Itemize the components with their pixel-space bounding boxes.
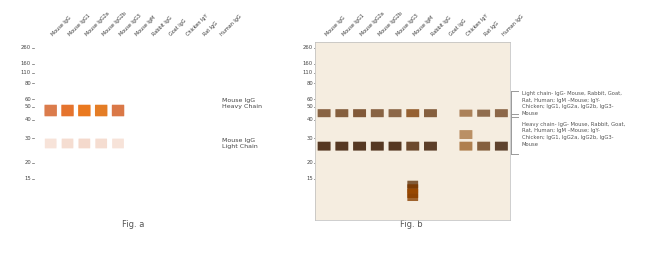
FancyBboxPatch shape: [353, 109, 366, 117]
Text: 50: 50: [24, 104, 31, 110]
FancyBboxPatch shape: [389, 109, 402, 117]
Text: 15: 15: [24, 176, 31, 181]
Text: Rat IgG: Rat IgG: [484, 20, 500, 37]
FancyBboxPatch shape: [62, 139, 73, 148]
Text: 50: 50: [306, 104, 313, 110]
Text: 80: 80: [306, 81, 313, 86]
FancyBboxPatch shape: [460, 110, 473, 117]
FancyBboxPatch shape: [408, 194, 418, 201]
Text: 20: 20: [24, 160, 31, 165]
FancyBboxPatch shape: [408, 184, 418, 194]
Text: 30: 30: [25, 135, 31, 140]
Text: Human IgG: Human IgG: [219, 13, 242, 37]
FancyBboxPatch shape: [318, 109, 331, 117]
Text: Goat IgG: Goat IgG: [168, 18, 187, 37]
FancyBboxPatch shape: [408, 189, 418, 198]
FancyBboxPatch shape: [424, 109, 437, 117]
FancyBboxPatch shape: [318, 142, 331, 151]
FancyBboxPatch shape: [79, 139, 90, 148]
Text: Rat IgG: Rat IgG: [202, 20, 218, 37]
Text: Chicken IgY: Chicken IgY: [466, 13, 489, 37]
FancyBboxPatch shape: [112, 105, 124, 116]
FancyBboxPatch shape: [78, 105, 90, 116]
Text: Fig. b: Fig. b: [400, 220, 422, 229]
Text: 80: 80: [24, 81, 31, 86]
Text: Mouse IgG
Light Chain: Mouse IgG Light Chain: [222, 138, 257, 149]
Text: 40: 40: [306, 117, 313, 122]
FancyBboxPatch shape: [477, 142, 490, 151]
Text: 110: 110: [303, 70, 313, 75]
Text: 40: 40: [24, 117, 31, 122]
FancyBboxPatch shape: [406, 109, 419, 117]
Text: 15: 15: [306, 176, 313, 181]
FancyBboxPatch shape: [495, 142, 508, 151]
FancyBboxPatch shape: [45, 139, 57, 148]
Text: 260: 260: [303, 45, 313, 50]
FancyBboxPatch shape: [335, 109, 348, 117]
FancyBboxPatch shape: [61, 105, 73, 116]
Text: Mouse IgG2a: Mouse IgG2a: [84, 10, 110, 37]
FancyBboxPatch shape: [370, 142, 383, 151]
FancyBboxPatch shape: [44, 105, 57, 116]
Text: Mouse IgM: Mouse IgM: [413, 14, 435, 37]
Text: 60: 60: [306, 97, 313, 102]
FancyBboxPatch shape: [408, 181, 418, 188]
Text: Light chain- IgG- Mouse, Rabbit, Goat,
Rat, Human; IgM –Mouse; IgY-
Chicken; IgG: Light chain- IgG- Mouse, Rabbit, Goat, R…: [522, 91, 622, 116]
FancyBboxPatch shape: [406, 142, 419, 151]
FancyBboxPatch shape: [353, 142, 366, 151]
FancyBboxPatch shape: [460, 142, 473, 151]
Text: 60: 60: [24, 97, 31, 102]
Text: Mouse IgG2b: Mouse IgG2b: [101, 10, 127, 37]
FancyBboxPatch shape: [495, 109, 508, 117]
Text: Mouse IgG
Heavy Chain: Mouse IgG Heavy Chain: [222, 98, 262, 110]
FancyBboxPatch shape: [335, 142, 348, 151]
Text: Chicken IgY: Chicken IgY: [185, 13, 209, 37]
Text: 160: 160: [21, 61, 31, 67]
Text: Heavy chain- IgG- Mouse, Rabbit, Goat,
Rat, Human; IgM –Mouse; IgY-
Chicken; IgG: Heavy chain- IgG- Mouse, Rabbit, Goat, R…: [522, 122, 625, 147]
Text: Mouse IgG3: Mouse IgG3: [118, 13, 142, 37]
FancyBboxPatch shape: [424, 142, 437, 151]
Text: Mouse IgG2a: Mouse IgG2a: [359, 10, 385, 37]
Text: Mouse IgM: Mouse IgM: [135, 14, 157, 37]
Text: Goat IgG: Goat IgG: [448, 18, 467, 37]
Text: 110: 110: [21, 70, 31, 75]
FancyBboxPatch shape: [460, 130, 473, 139]
Text: Mouse IgG1: Mouse IgG1: [68, 13, 92, 37]
FancyBboxPatch shape: [95, 105, 107, 116]
Text: Mouse IgG3: Mouse IgG3: [395, 13, 419, 37]
Text: Fig. a: Fig. a: [122, 220, 144, 229]
Text: Mouse IgG2b: Mouse IgG2b: [377, 10, 404, 37]
FancyBboxPatch shape: [389, 142, 402, 151]
Text: Mouse IgG: Mouse IgG: [324, 15, 346, 37]
Text: Mouse IgG: Mouse IgG: [51, 15, 72, 37]
FancyBboxPatch shape: [477, 110, 490, 117]
Text: 20: 20: [306, 160, 313, 165]
FancyBboxPatch shape: [112, 139, 124, 148]
Text: 30: 30: [306, 135, 313, 140]
FancyBboxPatch shape: [96, 139, 107, 148]
FancyBboxPatch shape: [370, 109, 383, 117]
Text: Mouse IgG1: Mouse IgG1: [342, 13, 366, 37]
Text: 160: 160: [303, 61, 313, 67]
Text: Rabbit IgG: Rabbit IgG: [151, 15, 174, 37]
Text: 260: 260: [21, 45, 31, 50]
Text: Rabbit IgG: Rabbit IgG: [430, 15, 452, 37]
Text: Human IgG: Human IgG: [501, 13, 525, 37]
